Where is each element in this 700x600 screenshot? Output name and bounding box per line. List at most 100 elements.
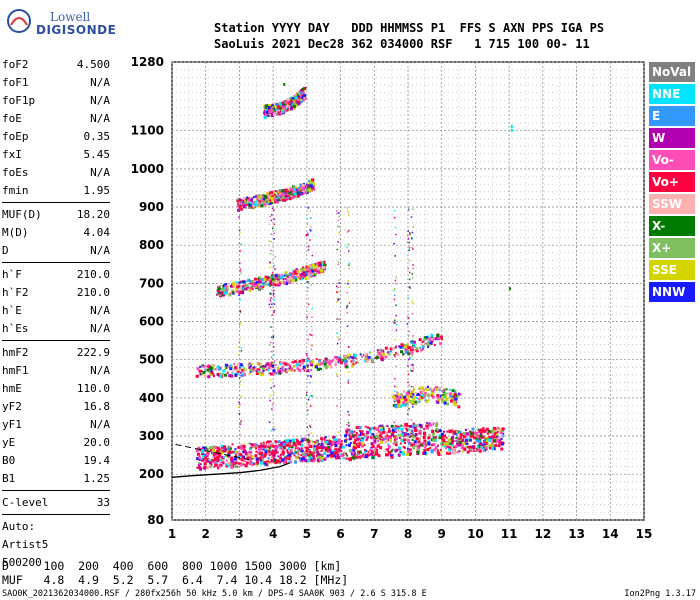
- echo-point: [260, 459, 263, 462]
- echo-point: [419, 346, 421, 349]
- echo-point: [364, 357, 367, 360]
- param-name: yF1: [2, 418, 22, 431]
- echo-point: [244, 368, 247, 371]
- echo-point: [232, 450, 235, 453]
- echo-point: [317, 269, 320, 272]
- echo-point: [258, 202, 261, 205]
- echo-point: [309, 370, 311, 373]
- echo-point: [303, 268, 307, 272]
- echo-point: [269, 202, 272, 205]
- echo-point: [239, 270, 242, 272]
- echo-point: [410, 340, 414, 344]
- echo-point: [381, 356, 383, 359]
- echo-point: [310, 348, 313, 351]
- echo-point: [320, 450, 323, 452]
- echo-point: [466, 437, 469, 440]
- echo-point: [430, 342, 433, 345]
- echo-point: [293, 102, 297, 106]
- echo-point: [349, 354, 352, 356]
- echo-point: [391, 448, 394, 451]
- echo-point: [280, 361, 283, 364]
- echo-point: [267, 457, 270, 460]
- echo-point: [497, 444, 501, 448]
- echo-point: [219, 461, 222, 464]
- echo-point: [268, 421, 271, 423]
- echo-point: [250, 364, 253, 367]
- echo-point: [272, 369, 276, 373]
- echo-point: [331, 443, 334, 446]
- echo-point: [264, 200, 268, 204]
- echo-point: [446, 430, 449, 433]
- echo-point: [280, 189, 283, 192]
- echo-point: [367, 436, 369, 439]
- y-tick-label: 300: [139, 429, 164, 443]
- echo-point: [457, 395, 460, 398]
- echo-point: [398, 434, 402, 438]
- echo-point: [411, 355, 413, 357]
- echo-point: [436, 395, 440, 399]
- echo-point: [395, 431, 397, 433]
- echo-point: [476, 445, 479, 448]
- echo-point: [205, 448, 208, 451]
- echo-point: [219, 374, 223, 378]
- echo-point: [370, 357, 373, 360]
- echo-point: [412, 336, 414, 338]
- echo-point: [284, 277, 287, 280]
- echo-point: [291, 438, 295, 442]
- echo-point: [214, 463, 218, 467]
- echo-point: [451, 444, 454, 447]
- echo-point: [295, 103, 299, 107]
- echo-point: [279, 198, 282, 201]
- param-value: 19.4: [83, 454, 111, 467]
- echo-point: [225, 459, 228, 462]
- echo-point: [240, 374, 244, 377]
- echo-point: [390, 455, 394, 459]
- echo-point: [307, 459, 311, 463]
- echo-point: [301, 277, 303, 280]
- echo-point: [402, 346, 405, 349]
- y-tick-label: 200: [139, 467, 164, 481]
- echo-point: [388, 353, 391, 356]
- echo-point: [279, 461, 282, 463]
- echo-point: [391, 395, 394, 398]
- echo-point: [239, 338, 241, 340]
- echo-point: [264, 104, 268, 108]
- echo-point: [292, 272, 296, 276]
- echo-point: [308, 313, 310, 315]
- echo-point: [265, 277, 269, 281]
- echo-point: [329, 365, 333, 369]
- echo-point: [279, 110, 282, 113]
- echo-point: [340, 440, 343, 443]
- echo-point: [353, 441, 357, 445]
- echo-point: [279, 112, 283, 116]
- echo-point: [393, 437, 396, 440]
- echo-point: [266, 200, 269, 203]
- echo-point: [250, 457, 253, 460]
- echo-point: [487, 438, 491, 442]
- echo-point: [290, 272, 293, 275]
- echo-point: [202, 373, 204, 376]
- echo-point: [270, 293, 272, 295]
- echo-point: [276, 108, 279, 111]
- param-name: yF2: [2, 400, 22, 413]
- echo-point: [274, 105, 277, 108]
- echo-point: [335, 291, 338, 294]
- echo-point: [406, 435, 409, 438]
- echo-point: [390, 454, 393, 458]
- legend-item-vo-: Vo+: [649, 172, 695, 192]
- echo-point: [313, 269, 316, 272]
- echo-point: [268, 240, 271, 242]
- echo-point: [325, 436, 327, 439]
- echo-point: [271, 195, 274, 198]
- echo-point: [273, 299, 276, 301]
- echo-point: [268, 461, 271, 464]
- echo-point: [328, 440, 332, 443]
- echo-point: [270, 219, 273, 222]
- echo-point: [409, 259, 411, 262]
- echo-point: [457, 444, 460, 447]
- echo-point: [324, 446, 328, 450]
- echo-point: [225, 283, 228, 286]
- echo-point: [330, 457, 333, 459]
- echo-point: [384, 449, 387, 452]
- echo-point: [409, 348, 413, 352]
